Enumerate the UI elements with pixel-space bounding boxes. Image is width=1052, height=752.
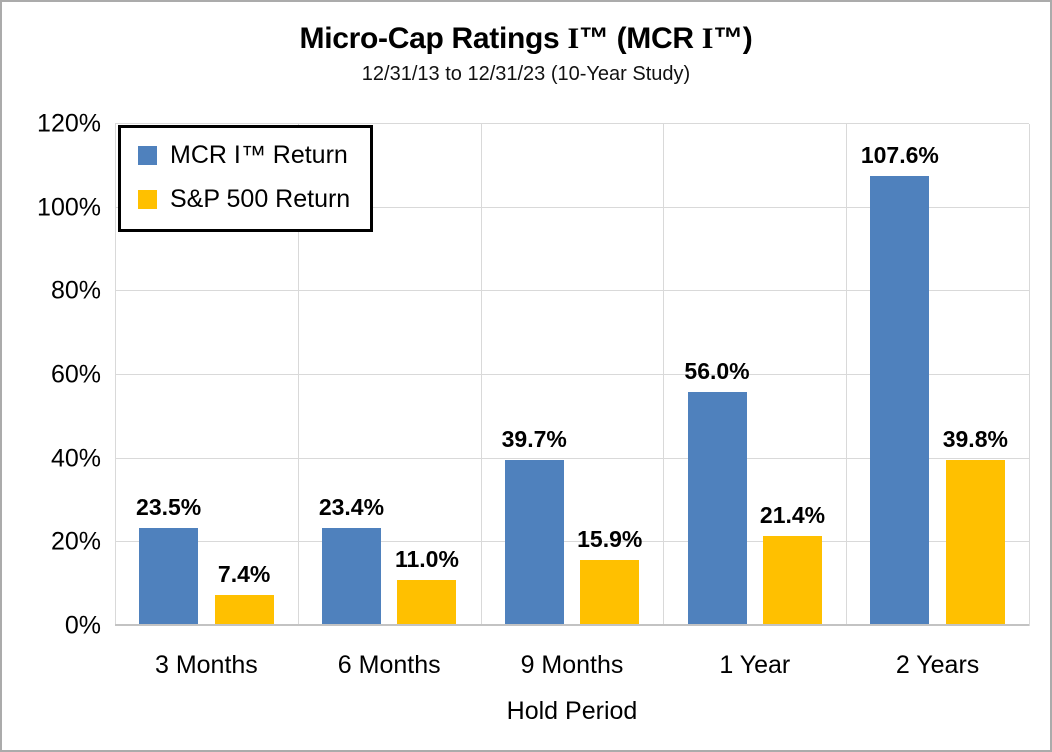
gridline-horizontal bbox=[115, 123, 1029, 124]
bar-group: 56.0% 21.4% bbox=[663, 124, 846, 626]
bar-value-label: 11.0% bbox=[394, 545, 459, 572]
bar-group: 107.6% 39.8% bbox=[846, 124, 1029, 626]
y-tick-label: 80% bbox=[50, 276, 101, 305]
x-tick-label: 3 Months bbox=[154, 651, 258, 679]
chart-title-text: ™ (MCR bbox=[578, 22, 702, 55]
bar-group: 39.7% 15.9% bbox=[481, 124, 664, 626]
chart-title-text: I bbox=[567, 22, 579, 55]
x-tick-label: 2 Years bbox=[895, 651, 980, 679]
plot-area: MCR I™ Return S&P 500 Return 23.5% 7.4% 23.… bbox=[115, 123, 1030, 626]
legend: MCR I™ Return S&P 500 Return bbox=[118, 125, 374, 232]
bar-mcr bbox=[139, 527, 199, 626]
bar-sp500 bbox=[397, 579, 457, 626]
gridline-vertical bbox=[1029, 124, 1030, 626]
y-tick-label: 100% bbox=[37, 193, 101, 222]
y-tick-label: 40% bbox=[50, 444, 101, 473]
gridline-horizontal bbox=[115, 374, 1029, 375]
bar-value-label: 23.4% bbox=[318, 494, 385, 521]
legend-item: MCR I™ Return bbox=[138, 141, 350, 170]
bar-sp500 bbox=[580, 559, 640, 626]
x-axis-line bbox=[115, 624, 1029, 626]
bar-value-label: 56.0% bbox=[684, 357, 750, 384]
gridline-vertical bbox=[663, 124, 665, 626]
bar-sp500 bbox=[763, 536, 823, 626]
bar-group: 23.5% 7.4% bbox=[115, 124, 298, 626]
gridline-vertical bbox=[480, 124, 482, 626]
bar-mcr bbox=[504, 459, 564, 626]
bar-sp500 bbox=[945, 459, 1005, 626]
bar-value-label: 23.5% bbox=[136, 493, 202, 520]
bar-value-label: 15.9% bbox=[577, 525, 643, 552]
legend-label: MCR I™ Return bbox=[170, 141, 348, 169]
gridline-horizontal bbox=[115, 457, 1029, 459]
gridline-horizontal bbox=[115, 206, 1029, 208]
y-tick-label: 20% bbox=[50, 527, 101, 556]
legend-label: S&P 500 Return bbox=[170, 185, 351, 213]
bar-sp500 bbox=[214, 595, 274, 626]
chart-title-text: ™) bbox=[713, 22, 753, 55]
bar-value-label: 21.4% bbox=[759, 502, 826, 529]
legend-swatch-sp500-icon bbox=[138, 190, 157, 209]
bar-value-label: 107.6% bbox=[860, 141, 939, 168]
legend-item: S&P 500 Return bbox=[138, 185, 350, 214]
bar-mcr bbox=[321, 528, 381, 626]
gridline-vertical bbox=[846, 124, 848, 626]
bar-value-label: 39.8% bbox=[942, 425, 1008, 452]
gridline-vertical bbox=[297, 124, 299, 626]
x-tick-label: 6 Months bbox=[337, 651, 441, 679]
x-tick-label: 9 Months bbox=[520, 651, 624, 679]
x-axis-labels: 3 Months 6 Months 9 Months 1 Year 2 Years bbox=[115, 651, 1029, 680]
x-tick-label: 1 Year bbox=[719, 651, 791, 679]
chart-title: Micro-Cap Ratings I™ (MCR I™) bbox=[2, 22, 1050, 56]
chart-title-text: Micro-Cap Ratings bbox=[299, 22, 568, 55]
y-tick-label: 60% bbox=[50, 360, 101, 389]
bar-value-label: 39.7% bbox=[501, 425, 567, 452]
bar-value-label: 7.4% bbox=[217, 561, 271, 588]
bar-group: 23.4% 11.0% bbox=[298, 124, 481, 626]
bar-mcr bbox=[870, 175, 930, 626]
chart-subtitle: 12/31/13 to 12/31/23 (10-Year Study) bbox=[361, 63, 691, 85]
chart-title-text: I bbox=[701, 22, 714, 55]
gridline-vertical bbox=[115, 124, 116, 626]
y-tick-label: 120% bbox=[37, 109, 101, 138]
y-axis: 0% 20% 40% 60% 80% 100% 120% bbox=[2, 110, 108, 640]
bar-mcr bbox=[687, 391, 747, 626]
gridline-horizontal bbox=[115, 290, 1029, 292]
y-tick-label: 0% bbox=[64, 611, 101, 640]
legend-swatch-mcr-icon bbox=[138, 146, 157, 165]
gridline-horizontal bbox=[115, 541, 1029, 543]
x-axis-title: Hold Period bbox=[506, 697, 638, 725]
